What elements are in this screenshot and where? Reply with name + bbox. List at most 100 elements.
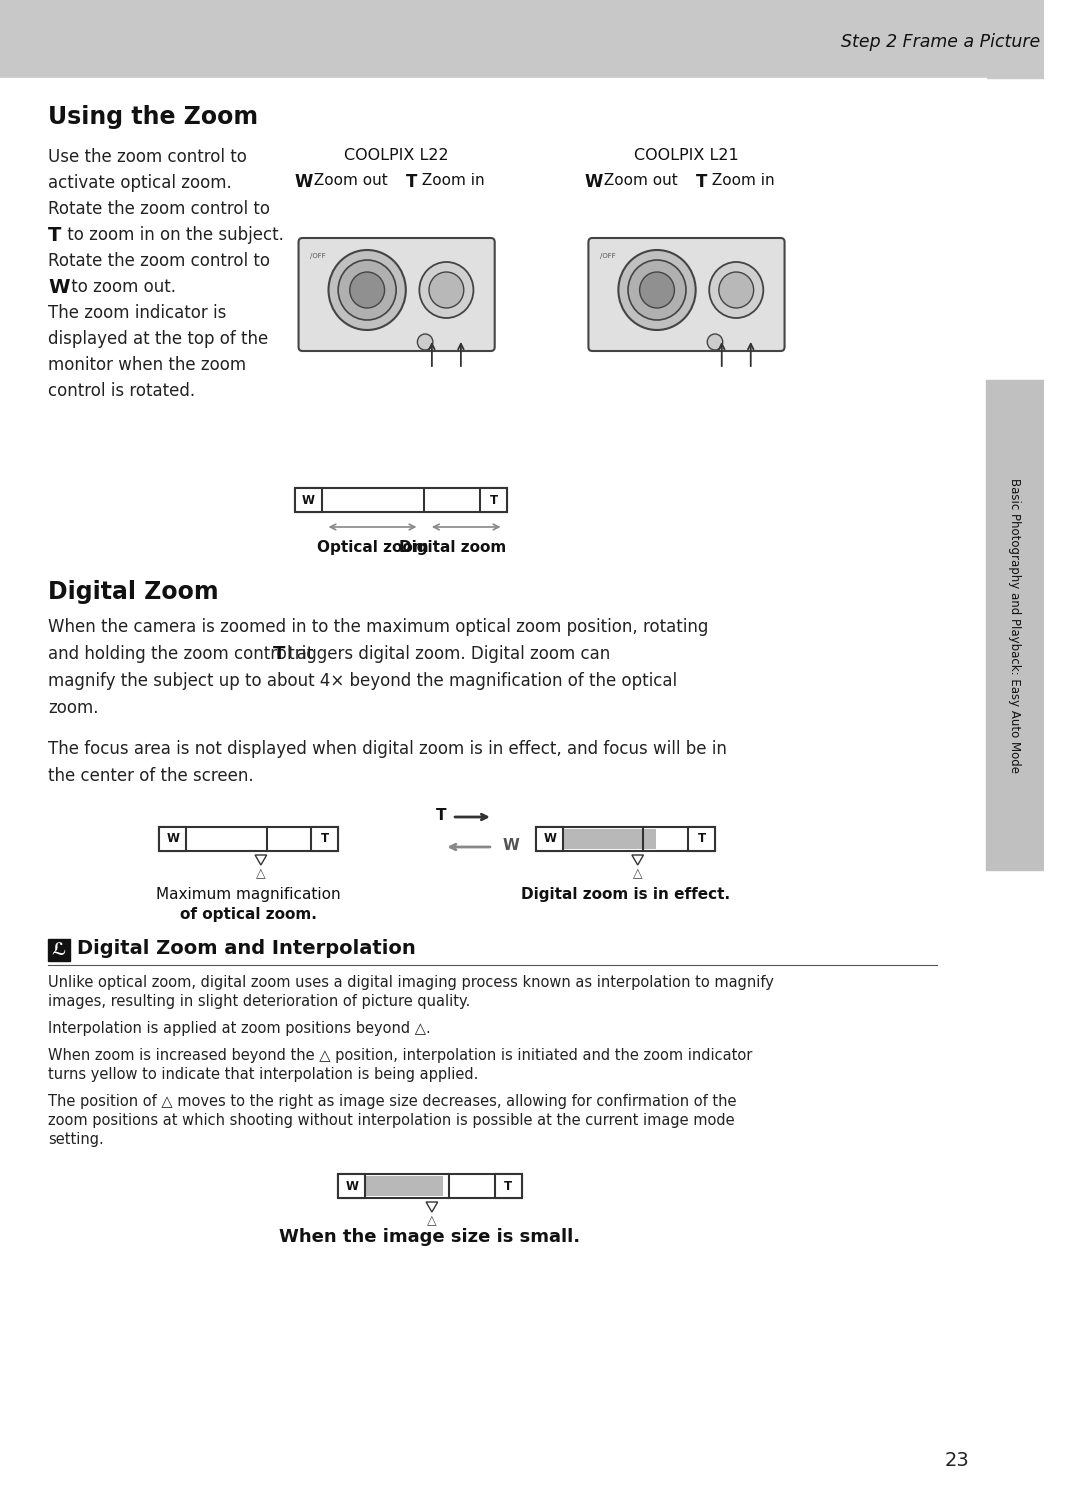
Bar	[295, 487, 322, 513]
FancyBboxPatch shape	[589, 238, 784, 351]
Text: Use the zoom control to: Use the zoom control to	[49, 149, 247, 166]
Text: W: W	[584, 172, 603, 192]
Text: turns yellow to indicate that interpolation is being applied.: turns yellow to indicate that interpolat…	[49, 1067, 478, 1082]
Bar	[311, 828, 338, 851]
Text: T: T	[49, 226, 62, 245]
Text: monitor when the zoom: monitor when the zoom	[49, 357, 246, 374]
Text: activate optical zoom.: activate optical zoom.	[49, 174, 232, 192]
Text: displayed at the top of the: displayed at the top of the	[49, 330, 269, 348]
Text: Zoom in: Zoom in	[707, 172, 774, 189]
Text: T: T	[321, 832, 328, 846]
Text: When zoom is increased beyond the △ position, interpolation is initiated and the: When zoom is increased beyond the △ posi…	[49, 1048, 753, 1062]
Text: Using the Zoom: Using the Zoom	[49, 106, 258, 129]
Bar	[495, 1174, 522, 1198]
Text: Digital zoom: Digital zoom	[399, 539, 505, 554]
Text: zoom positions at which shooting without interpolation is possible at the curren: zoom positions at which shooting without…	[49, 1113, 734, 1128]
Text: 23: 23	[944, 1450, 969, 1470]
Text: Zoom in: Zoom in	[417, 172, 485, 189]
Text: ℒ: ℒ	[52, 941, 66, 958]
Text: W: W	[301, 493, 314, 507]
Text: Zoom out: Zoom out	[309, 172, 388, 189]
Text: Interpolation is applied at zoom positions beyond △.: Interpolation is applied at zoom positio…	[49, 1021, 431, 1036]
Text: /OFF: /OFF	[310, 253, 326, 259]
Text: and holding the zoom control at: and holding the zoom control at	[49, 645, 319, 663]
Text: to zoom out.: to zoom out.	[66, 278, 176, 296]
Text: △: △	[427, 1214, 436, 1227]
Text: Rotate the zoom control to: Rotate the zoom control to	[49, 201, 270, 218]
Text: W: W	[346, 1180, 359, 1192]
Text: Step 2 Frame a Picture: Step 2 Frame a Picture	[840, 33, 1040, 51]
Circle shape	[417, 334, 433, 351]
Text: T: T	[406, 172, 417, 192]
Circle shape	[719, 272, 754, 308]
Text: When the image size is small.: When the image size is small.	[280, 1227, 581, 1245]
Bar	[537, 828, 715, 851]
Text: control is rotated.: control is rotated.	[49, 382, 195, 400]
Bar	[338, 1174, 365, 1198]
Text: the center of the screen.: the center of the screen.	[49, 767, 254, 785]
Text: Maximum magnification: Maximum magnification	[156, 887, 340, 902]
Bar	[986, 380, 1043, 869]
Circle shape	[338, 260, 396, 319]
Polygon shape	[255, 854, 267, 865]
Text: W: W	[166, 832, 179, 846]
Text: W: W	[295, 172, 313, 192]
Text: △: △	[256, 866, 266, 880]
Text: of optical zoom.: of optical zoom.	[180, 906, 316, 921]
Bar	[160, 828, 187, 851]
Bar	[49, 939, 69, 961]
Bar	[365, 1175, 443, 1196]
Circle shape	[350, 272, 384, 308]
Text: Rotate the zoom control to: Rotate the zoom control to	[49, 253, 270, 270]
Polygon shape	[427, 1202, 437, 1213]
Text: W: W	[49, 278, 70, 297]
FancyBboxPatch shape	[298, 238, 495, 351]
Text: Optical zoom: Optical zoom	[318, 539, 429, 554]
Text: Digital Zoom and Interpolation: Digital Zoom and Interpolation	[78, 939, 416, 958]
Text: /OFF: /OFF	[600, 253, 616, 259]
Text: setting.: setting.	[49, 1132, 104, 1147]
Text: triggers digital zoom. Digital zoom can: triggers digital zoom. Digital zoom can	[283, 645, 610, 663]
Text: The zoom indicator is: The zoom indicator is	[49, 305, 227, 322]
Circle shape	[328, 250, 406, 330]
Circle shape	[707, 334, 723, 351]
Text: T: T	[436, 807, 446, 822]
Circle shape	[629, 260, 686, 319]
Text: Basic Photography and Playback: Easy Auto Mode: Basic Photography and Playback: Easy Aut…	[1008, 477, 1021, 773]
Text: W: W	[543, 832, 556, 846]
Text: images, resulting in slight deterioration of picture quality.: images, resulting in slight deterioratio…	[49, 994, 471, 1009]
Bar	[481, 487, 508, 513]
Bar	[295, 487, 508, 513]
Circle shape	[710, 262, 764, 318]
Circle shape	[639, 272, 674, 308]
Bar	[564, 829, 656, 849]
Circle shape	[619, 250, 696, 330]
Bar	[0, 0, 1043, 77]
Text: zoom.: zoom.	[49, 698, 98, 718]
Text: Digital Zoom: Digital Zoom	[49, 580, 219, 603]
Text: T: T	[696, 172, 707, 192]
Text: Digital zoom is in effect.: Digital zoom is in effect.	[521, 887, 730, 902]
Text: Unlike optical zoom, digital zoom uses a digital imaging process known as interp: Unlike optical zoom, digital zoom uses a…	[49, 975, 774, 990]
Bar	[537, 828, 564, 851]
Polygon shape	[632, 854, 644, 865]
Circle shape	[419, 262, 473, 318]
Text: to zoom in on the subject.: to zoom in on the subject.	[62, 226, 284, 244]
Bar	[688, 828, 715, 851]
Text: COOLPIX L21: COOLPIX L21	[634, 149, 739, 163]
Text: T: T	[489, 493, 498, 507]
Text: The position of △ moves to the right as image size decreases, allowing for confi: The position of △ moves to the right as …	[49, 1094, 737, 1109]
Text: T: T	[504, 1180, 512, 1192]
Text: magnify the subject up to about 4× beyond the magnification of the optical: magnify the subject up to about 4× beyon…	[49, 672, 677, 690]
Text: Zoom out: Zoom out	[599, 172, 678, 189]
Bar	[338, 1174, 522, 1198]
Text: The focus area is not displayed when digital zoom is in effect, and focus will b: The focus area is not displayed when dig…	[49, 740, 727, 758]
Text: When the camera is zoomed in to the maximum optical zoom position, rotating: When the camera is zoomed in to the maxi…	[49, 618, 708, 636]
Text: T: T	[272, 645, 285, 663]
Text: T: T	[698, 832, 705, 846]
Text: COOLPIX L22: COOLPIX L22	[343, 149, 448, 163]
Bar	[160, 828, 338, 851]
Text: W: W	[502, 838, 519, 853]
Circle shape	[429, 272, 463, 308]
Text: △: △	[633, 866, 643, 880]
